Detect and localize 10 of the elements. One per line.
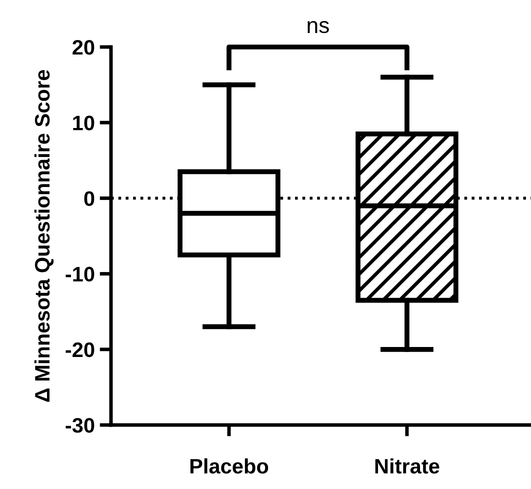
y-tick-label: 0: [84, 191, 94, 206]
text: ns: [308, 20, 329, 34]
y-tick-label: -10: [66, 266, 94, 282]
y-tick-label: -20: [66, 342, 94, 358]
y-tick-label: 20: [72, 40, 94, 55]
y-tick-label: -30: [66, 418, 94, 433]
y-tick-label: 10: [73, 116, 94, 130]
x-tick-label: Placebo: [190, 458, 268, 474]
y-axis-title: Δ Minnesota Questionnaire Score: [34, 70, 54, 402]
x-tick-label: Nitrate: [375, 458, 440, 474]
